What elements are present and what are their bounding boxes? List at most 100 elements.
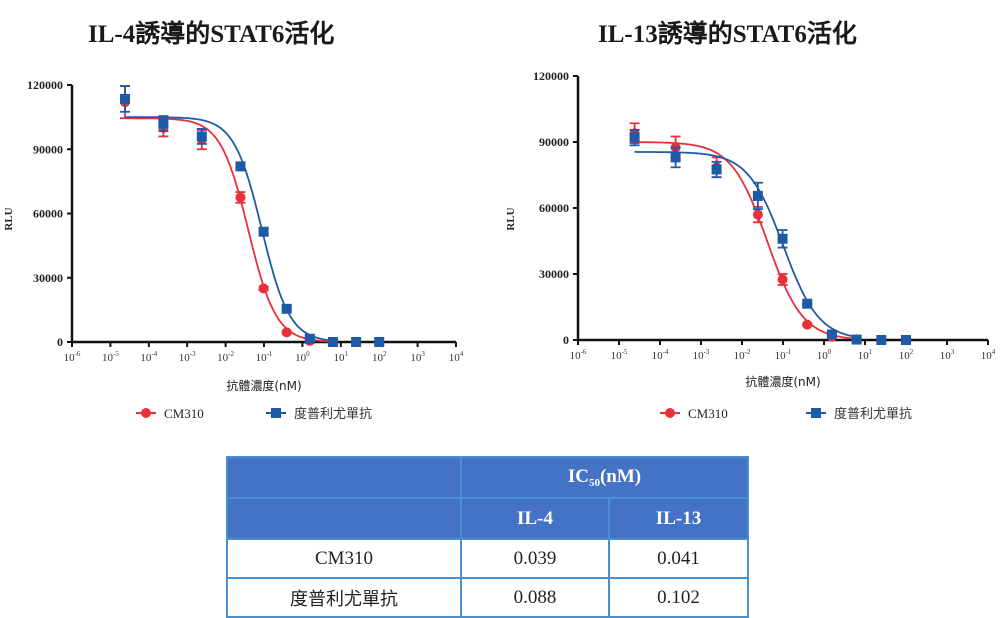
x-tick-label: 10-5 (611, 348, 628, 362)
data-point (752, 190, 763, 201)
legend-label: 度普利尤單抗 (294, 406, 372, 422)
data-point (901, 335, 911, 345)
y-tick-label: 120000 (27, 78, 63, 92)
column-header-il4: IL-4 (460, 497, 610, 540)
table-row: 度普利尤單抗 0.088 0.102 (226, 577, 749, 618)
y-tick-label: 0 (563, 333, 569, 347)
x-tick-label: 101 (858, 348, 873, 362)
data-point (777, 233, 788, 244)
data-point (120, 93, 131, 104)
row-label: CM310 (226, 538, 462, 579)
y-tick-label: 0 (57, 335, 63, 349)
x-tick-label: 10-1 (775, 348, 792, 362)
legend-item: CM310 (136, 406, 204, 421)
data-point (629, 132, 640, 143)
data-point (670, 152, 681, 163)
table-corner-cell-2 (226, 497, 462, 540)
charts-canvas: 0 30000 60000 90000 120000 10-6 10-5 10-4 10-3 10… (3, 69, 996, 422)
y-tick-label: 90000 (33, 142, 63, 156)
x-tick-label: 10-4 (140, 350, 157, 364)
data-point (304, 333, 315, 344)
ic-unit: (nM) (599, 466, 642, 487)
data-point (281, 303, 292, 314)
cell-value: 0.039 (460, 538, 610, 579)
chart-title-il4: IL-4誘導的STAT6活化 (88, 21, 335, 48)
y-tick-label: 30000 (33, 271, 63, 285)
data-point (374, 337, 385, 347)
fit-curve (634, 151, 857, 338)
chart-1: 0 30000 60000 90000 120000 10-6 10-5 10-4 10-3 10… (505, 69, 996, 422)
data-point (351, 337, 362, 347)
fit-curve (125, 116, 333, 342)
legend-marker (665, 408, 675, 418)
x-tick-label: 10-2 (734, 348, 751, 362)
legend-marker (271, 408, 281, 418)
x-tick-label: 10-4 (652, 348, 669, 362)
x-axis-label: 抗體濃度(nM) (226, 378, 301, 393)
y-tick-label: 30000 (539, 267, 569, 281)
y-tick-label: 60000 (33, 207, 63, 221)
data-point (196, 131, 207, 142)
x-tick-label: 10-6 (64, 350, 81, 364)
data-point (752, 209, 763, 220)
data-point (258, 226, 269, 237)
x-tick-label: 101 (334, 350, 349, 364)
y-axis-label: RLU (3, 207, 15, 230)
data-point (851, 334, 862, 345)
data-point (826, 329, 837, 340)
x-tick-label: 100 (817, 348, 832, 362)
series-dupilumab (120, 85, 385, 347)
x-tick-label: 100 (295, 350, 310, 364)
legend-label: CM310 (164, 406, 204, 421)
chart-0: 0 30000 60000 90000 120000 10-6 10-5 10-4 10-3 10… (3, 78, 464, 422)
ic50-table: IC50(nM) IL-4 IL-13 CM310 0.039 0.041 度普… (226, 456, 749, 618)
y-tick-label: 60000 (539, 201, 569, 215)
table-row: CM310 0.039 0.041 (226, 538, 749, 579)
series-dupilumab (629, 128, 911, 345)
legend-item: 度普利尤單抗 (266, 406, 372, 422)
data-point (802, 319, 813, 330)
fit-curve (634, 141, 856, 340)
ic-label: IC (567, 466, 589, 487)
ic-subscript: 50 (588, 477, 600, 489)
y-axis-label: RLU (505, 207, 517, 230)
x-tick-label: 102 (899, 348, 914, 362)
table-header-row-group: IC50(nM) (226, 456, 749, 499)
legend-marker (141, 408, 151, 418)
data-point (327, 337, 338, 347)
y-tick-label: 120000 (533, 69, 569, 83)
table-header-row: IL-4 IL-13 (226, 497, 749, 540)
x-tick-label: 102 (372, 350, 387, 364)
y-tick-label: 90000 (539, 135, 569, 149)
x-tick-label: 103 (940, 348, 955, 362)
legend-label: CM310 (688, 406, 728, 421)
x-tick-label: 10-5 (102, 350, 119, 364)
cell-value: 0.088 (460, 577, 610, 618)
x-tick-label: 104 (449, 350, 464, 364)
x-axis-label: 抗體濃度(nM) (745, 374, 820, 389)
legend-item: 度普利尤單抗 (806, 406, 912, 422)
x-tick-label: 10-1 (256, 350, 273, 364)
table-group-header: IC50(nM) (460, 456, 749, 499)
x-tick-label: 10-3 (179, 350, 196, 364)
x-tick-label: 10-3 (693, 348, 710, 362)
data-point (235, 192, 246, 203)
x-tick-label: 104 (981, 348, 996, 362)
data-point (281, 327, 292, 338)
data-point (158, 118, 169, 129)
data-point (802, 298, 813, 309)
data-point (711, 164, 722, 175)
x-tick-label: 10-6 (570, 348, 587, 362)
cell-value: 0.102 (608, 577, 749, 618)
data-point (235, 161, 246, 172)
legend-marker (811, 408, 821, 418)
data-point (258, 283, 269, 294)
x-tick-label: 103 (410, 350, 425, 364)
legend-label: 度普利尤單抗 (834, 406, 912, 422)
row-label: 度普利尤單抗 (226, 577, 462, 618)
fit-curve (125, 117, 333, 343)
table-corner-cell (226, 456, 462, 499)
data-point (777, 274, 788, 285)
x-tick-label: 10-2 (217, 350, 234, 364)
chart-title-il13: IL-13誘導的STAT6活化 (598, 21, 857, 48)
